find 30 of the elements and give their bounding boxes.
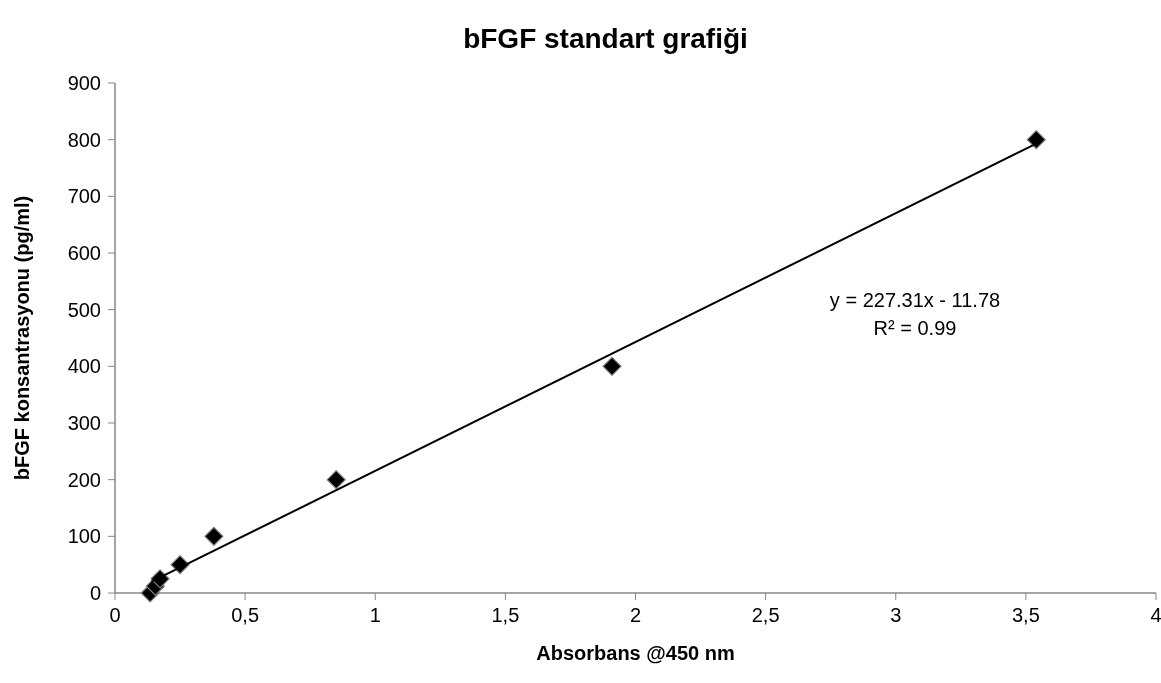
y-tick-label: 400 bbox=[67, 355, 101, 378]
x-tick-label: 0 bbox=[109, 604, 121, 626]
x-tick-label: 3,5 bbox=[1011, 604, 1040, 626]
point bbox=[170, 555, 190, 575]
point bbox=[204, 526, 224, 546]
y-tick-label: 900 bbox=[67, 72, 101, 94]
x-tick-label: 4 bbox=[1150, 604, 1161, 626]
y-tick-label: 800 bbox=[67, 128, 101, 151]
point bbox=[1026, 130, 1046, 150]
y-axis-title: bFGF konsantrasyonu (pg/ml) bbox=[11, 195, 33, 481]
annotation: y = 227.31x - 11.78 bbox=[829, 289, 1001, 311]
x-tick-label: 1 bbox=[369, 604, 381, 626]
x-tick-label: 2,5 bbox=[751, 604, 780, 626]
y-tick-label: 0 bbox=[89, 582, 101, 604]
x-tick-label: 1,5 bbox=[491, 604, 520, 626]
y-tick-label: 700 bbox=[67, 185, 101, 208]
chart-title: bFGF standart grafiği bbox=[463, 23, 748, 54]
point bbox=[326, 470, 346, 490]
point bbox=[150, 569, 170, 589]
y-tick-label: 200 bbox=[67, 468, 101, 491]
y-tick-label: 300 bbox=[67, 412, 101, 434]
x-tick-label: 2 bbox=[629, 604, 642, 626]
x-axis-title: Absorbans @450 nm bbox=[536, 642, 735, 664]
annotation: R² = 0.99 bbox=[873, 317, 957, 339]
point bbox=[602, 356, 622, 376]
y-tick-label: 100 bbox=[67, 525, 101, 548]
x-tick-label: 3 bbox=[890, 604, 902, 626]
y-tick-label: 600 bbox=[67, 242, 101, 264]
x-tick-label: 0,5 bbox=[231, 604, 260, 626]
y-tick-label: 500 bbox=[67, 298, 101, 321]
